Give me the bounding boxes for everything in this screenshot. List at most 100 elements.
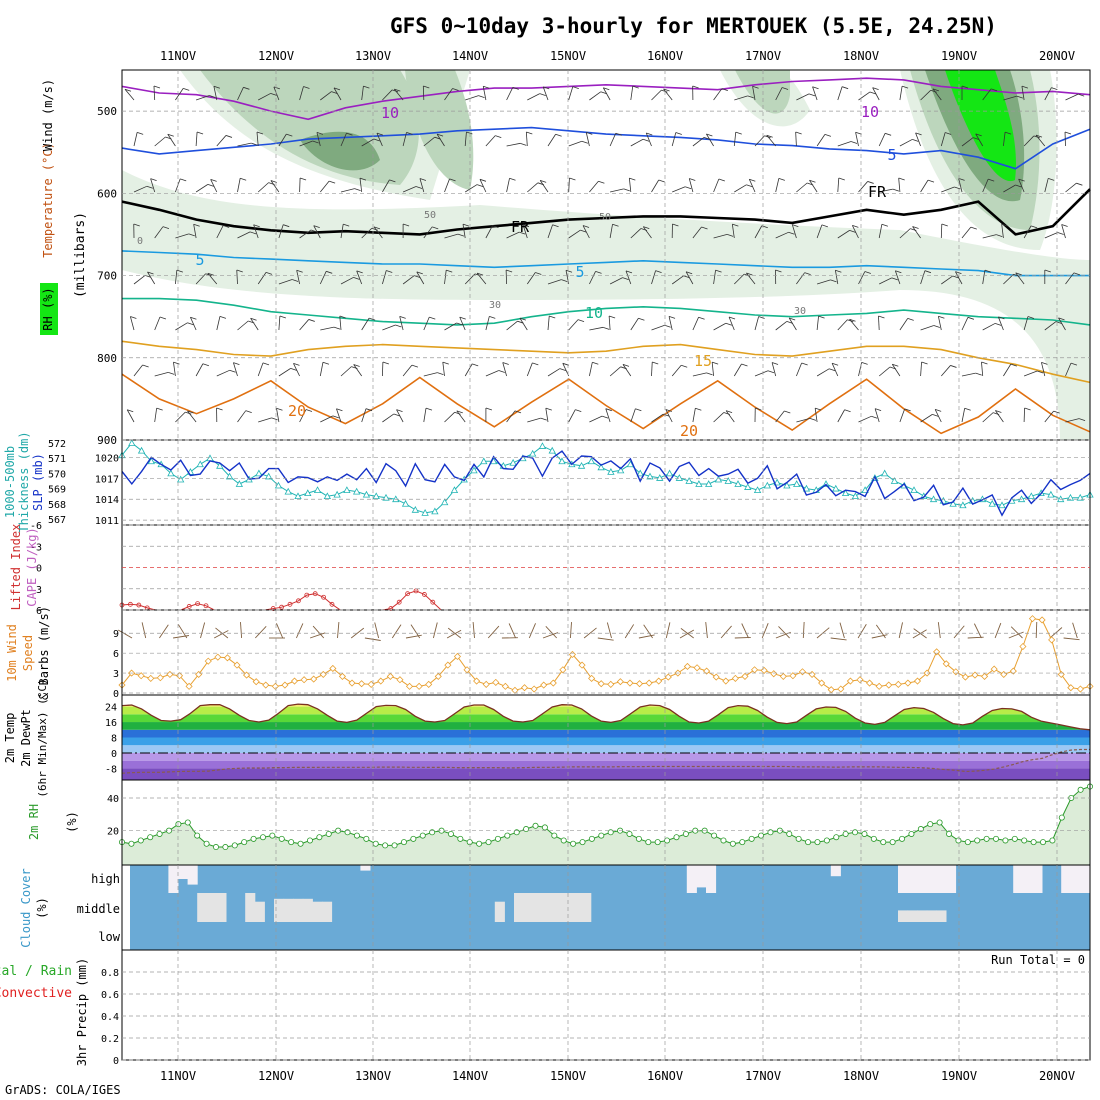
- upper-wind-barb: [124, 89, 135, 101]
- thickness-point: [167, 469, 175, 477]
- wind10m-point: [559, 666, 567, 674]
- upper-wind-barb: [961, 85, 969, 89]
- thickness-point: [440, 498, 449, 506]
- upper-wind-barb: [423, 136, 435, 147]
- wind10m-point: [837, 685, 845, 693]
- thickness-point: [685, 477, 693, 484]
- thickness-point: [235, 480, 244, 487]
- upper-wind-barb: [150, 178, 157, 181]
- upper-wind-barb: [489, 316, 496, 319]
- upper-wind-barb: [547, 224, 553, 239]
- upper-wind-barb: [343, 223, 350, 227]
- upper-wind-barb: [915, 132, 921, 147]
- upper-wind-barb: [196, 131, 204, 135]
- upper-wind-barb: [982, 270, 986, 285]
- upper-wind-barb: [568, 177, 570, 193]
- upper-wind-barb: [1033, 135, 1040, 139]
- thickness-point: [734, 480, 742, 487]
- upper-wind-barb: [665, 409, 673, 423]
- upper-wind-barb: [754, 316, 760, 331]
- cloud-tick-label: high: [91, 872, 120, 886]
- run-total-label: Run Total = 0: [991, 953, 1085, 967]
- upper-wind-barb: [395, 324, 402, 328]
- wind10m-barb: [569, 622, 572, 639]
- thickness-point: [128, 439, 136, 446]
- wind10m-point: [798, 668, 807, 676]
- upper-wind-barb: [638, 317, 645, 321]
- upper-wind-barb: [276, 408, 280, 423]
- upper-wind-barb: [399, 316, 404, 331]
- upper-wind-barb: [671, 275, 684, 285]
- rh2m-point: [927, 821, 934, 828]
- upper-wind-barb: [237, 142, 252, 147]
- upper-wind-barb: [625, 270, 633, 274]
- date-label-top: 16NOV: [647, 49, 683, 63]
- cloud-middle-bar: [216, 893, 227, 922]
- upper-wind-barb: [655, 270, 662, 273]
- thickness-point: [274, 481, 283, 489]
- rh-shading: [300, 131, 380, 171]
- rh2m-point: [212, 844, 219, 851]
- upper-wind-barb: [270, 180, 280, 193]
- rh2m-point: [880, 839, 887, 846]
- upper-wind-barb: [464, 184, 478, 193]
- wind10m-barb: [816, 627, 830, 639]
- upper-wind-barb: [608, 315, 616, 319]
- upper-wind-barb: [1023, 225, 1032, 239]
- contour-label: FR: [511, 218, 530, 236]
- upper-wind-barb: [933, 325, 940, 328]
- thickness-point: [538, 442, 547, 449]
- rh2m-point: [241, 839, 248, 846]
- upper-wind-barb: [168, 371, 175, 375]
- upper-wind-barb: [718, 178, 725, 182]
- date-label-bottom: 14NOV: [452, 1069, 488, 1083]
- upper-wind-barb: [658, 179, 665, 183]
- upper-wind-barb: [685, 271, 694, 285]
- upper-wind-barb: [207, 272, 214, 276]
- upper-wind-barb: [1044, 87, 1052, 101]
- upper-wind-barb: [331, 91, 338, 94]
- pressure-tick-label: 500: [97, 105, 117, 118]
- temp-band: [122, 752, 1090, 761]
- contour-label: 5: [887, 146, 896, 164]
- thickness-point: [216, 461, 224, 469]
- upper-wind-barb: [891, 364, 901, 377]
- upper-wind-barb: [368, 317, 376, 321]
- upper-wind-barb: [831, 363, 839, 377]
- upper-wind-barb: [429, 316, 436, 320]
- wind10m-point: [1076, 685, 1084, 693]
- upper-wind-barb: [1015, 184, 1022, 188]
- rh2m-point: [541, 824, 548, 831]
- upper-wind-barb: [685, 186, 692, 190]
- upper-wind-barb: [921, 361, 928, 365]
- rh2m-point: [382, 842, 389, 849]
- date-label-top: 14NOV: [452, 49, 488, 63]
- rh2m-point: [372, 840, 379, 847]
- thickness-point: [333, 490, 341, 498]
- rh2m-point: [184, 819, 191, 826]
- upper-wind-barb: [695, 407, 702, 411]
- ylabel-3hr-precip: 3hr Precip (mm): [75, 958, 89, 1066]
- upper-wind-barb: [476, 184, 484, 187]
- rh2m-fill: [122, 786, 1090, 865]
- upper-wind-barb: [256, 131, 264, 135]
- upper-wind-barb: [899, 139, 913, 147]
- rh2m-point: [983, 835, 990, 842]
- upper-wind-barb: [668, 316, 673, 331]
- upper-wind-barb: [154, 371, 169, 377]
- rh2m-point: [908, 830, 915, 837]
- wind10m-barb: [583, 627, 597, 639]
- upper-wind-barb: [476, 272, 487, 285]
- upper-wind-barb: [237, 231, 251, 239]
- upper-wind-barb: [961, 226, 972, 239]
- wind10m-point: [760, 666, 768, 674]
- upper-wind-barb: [419, 178, 427, 181]
- upper-wind-barb: [625, 270, 632, 285]
- upper-wind-barb: [539, 180, 549, 193]
- thickness-point: [724, 477, 732, 484]
- cloud-middle-bar: [514, 893, 525, 922]
- upper-wind-barb: [339, 316, 342, 331]
- wind10m-barb: [295, 623, 304, 639]
- upper-wind-barb: [955, 271, 963, 285]
- contour-label: 5: [575, 263, 584, 281]
